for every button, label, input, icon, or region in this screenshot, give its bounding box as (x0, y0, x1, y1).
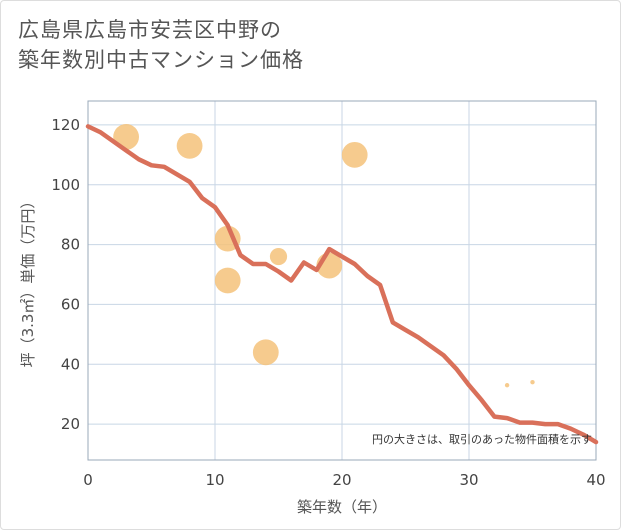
chart-title-line1: 広島県広島市安芸区中野の (18, 18, 282, 42)
x-tick-label-0: 0 (83, 471, 93, 489)
scatter-point-4 (252, 339, 279, 366)
y-axis-label: 坪（3.3㎡）単価（万円） (19, 194, 37, 368)
x-tick-label-1: 10 (205, 471, 224, 489)
chart-title-line2: 築年数別中古マンション価格 (18, 48, 304, 72)
scatter-series (113, 123, 535, 388)
y-tick-label-3: 80 (61, 236, 80, 254)
x-axis: 0 10 20 30 40 (83, 471, 605, 489)
plot-border (87, 100, 597, 461)
y-tick-label-5: 120 (51, 116, 80, 134)
x-axis-label: 築年数（年） (297, 498, 387, 516)
chart-title: 広島県広島市安芸区中野の 築年数別中古マンション価格 (18, 15, 304, 75)
scatter-point-3 (214, 267, 241, 294)
y-axis: 20 40 60 80 100 120 (51, 116, 80, 433)
y-tick-label-1: 40 (61, 355, 80, 373)
x-tick-label-3: 30 (459, 471, 478, 489)
trend-line (85, 124, 599, 445)
y-tick-label-2: 60 (61, 295, 80, 313)
scatter-point-8 (504, 383, 510, 388)
size-note: 円の大きさは、取引のあった物件面積を示す (372, 432, 592, 446)
x-tick-label-2: 20 (332, 471, 351, 489)
trend-series (85, 124, 599, 445)
y-tick-label-4: 100 (51, 176, 80, 194)
scatter-point-5 (269, 247, 288, 266)
scatter-point-7 (341, 141, 368, 168)
y-tick-label-0: 20 (61, 415, 80, 433)
scatter-point-1 (176, 132, 203, 159)
scatter-point-9 (530, 380, 535, 385)
x-tick-label-4: 40 (586, 471, 605, 489)
